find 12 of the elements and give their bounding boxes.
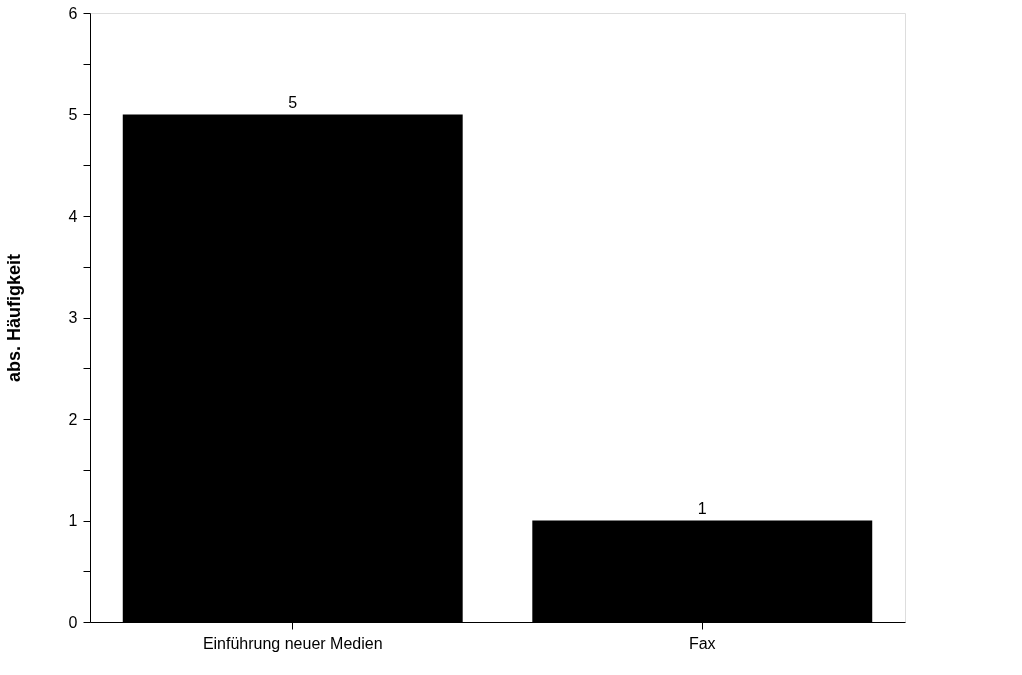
y-tick-label: 1 xyxy=(68,512,78,529)
y-tick-label: 2 xyxy=(68,410,78,428)
y-tick-label: 5 xyxy=(68,106,78,123)
data-label: 1 xyxy=(697,499,707,517)
data-label: 5 xyxy=(288,93,298,111)
x-tick-label: Einführung neuer Medien xyxy=(202,634,383,652)
y-tick-label: 0 xyxy=(68,613,78,631)
y-axis-title: abs. Häufigkeit xyxy=(3,253,24,383)
y-tick-label: 6 xyxy=(68,4,78,22)
y-tick-label: 3 xyxy=(68,309,78,326)
y-tick-label: 4 xyxy=(68,207,78,225)
x-tick-label: Fax xyxy=(688,634,716,652)
